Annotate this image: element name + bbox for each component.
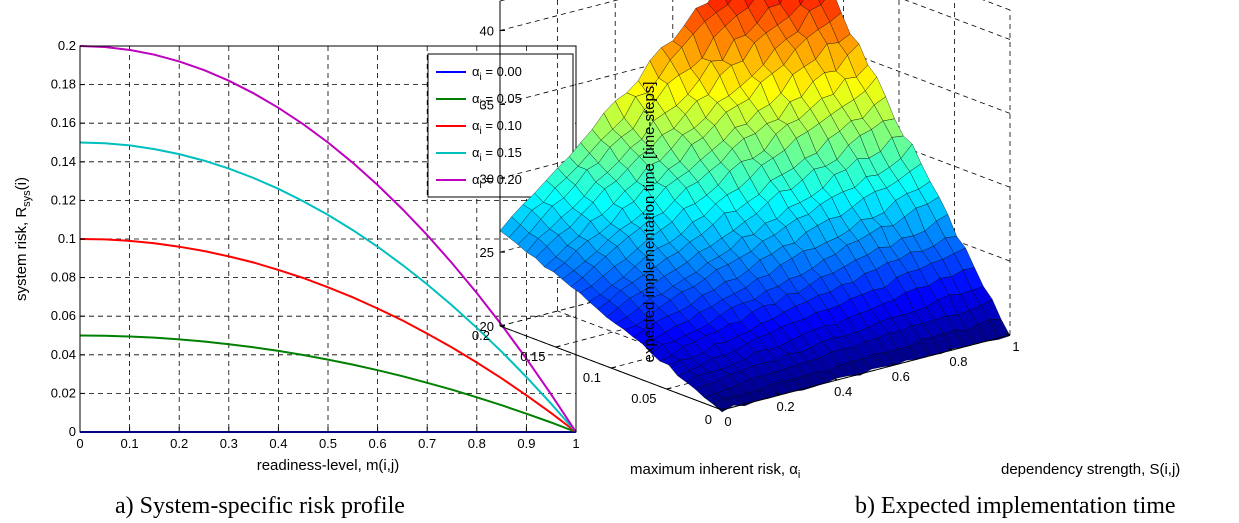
x-tick-label: 0.4 [834, 384, 852, 399]
x-axis-label: readiness-level, m(i,j) [257, 457, 400, 474]
y-tick-label: 0.14 [51, 154, 76, 169]
x-tick-mark [948, 347, 953, 351]
surface-patch [818, 0, 825, 6]
x-tick-label: 0.8 [949, 354, 967, 369]
x-tick-label: 0.8 [468, 436, 486, 451]
z-tick-label: 40 [480, 24, 494, 39]
risk-profile-chart: 0 0.1 0.2 0.3 0.4 0.5 0.6 0.7 0.8 0.9 1 0 0.02 0.04 0.… [13, 38, 580, 519]
legend-entry: αi = 0.20 [472, 172, 522, 191]
y-axis-label: maximum inherent risk, αi [630, 461, 800, 481]
surface-patch [725, 0, 732, 6]
y-tick-label: 0.18 [51, 77, 76, 92]
x-tick-label: 0.7 [418, 436, 436, 451]
x-tick-label: 0.6 [892, 369, 910, 384]
y-tick-label: 0.04 [51, 347, 76, 362]
x-tick-label: 0.4 [269, 436, 287, 451]
x-tick-label: 0.2 [777, 399, 795, 414]
x-tick-label: 0 [76, 436, 83, 451]
y-tick-label: 0.15 [520, 349, 545, 364]
x-tick-mark [832, 377, 838, 381]
side-wall-gridline [904, 0, 1011, 40]
z-tick-label: 20 [480, 319, 494, 334]
surface-patch [798, 0, 804, 6]
y-tick-mark [610, 366, 617, 369]
legend-entry: αi = 0.15 [472, 145, 522, 164]
x-axis-label: dependency strength, S(i,j) [1001, 461, 1180, 478]
z-tick-label: 30 [480, 171, 494, 186]
z-tick-label: 25 [480, 245, 494, 260]
x-tick-mark [890, 362, 896, 366]
caption-a: a) System-specific risk profile [115, 493, 405, 519]
legend-entry: αi = 0.00 [472, 64, 522, 83]
y-tick-label: 0 [69, 424, 76, 439]
legend-entry: αi = 0.10 [472, 118, 522, 137]
x-tick-label: 0.3 [220, 436, 238, 451]
y-tick-label: 0 [705, 412, 712, 427]
y-tick-label: 0.02 [51, 385, 76, 400]
y-tick-label: 0.05 [631, 391, 656, 406]
y-tick-label: 0.1 [58, 231, 76, 246]
series-line-2 [79, 238, 577, 433]
x-tick-label: 0.5 [319, 436, 337, 451]
implementation-time-chart: 00.20.40.60.8100.050.10.150.22025303540 … [472, 0, 1180, 519]
x-tick-label: 0 [724, 414, 731, 429]
y-tick-label: 0.08 [51, 270, 76, 285]
y-tick-mark [666, 387, 672, 390]
x-tick-mark [717, 407, 723, 411]
y-tick-label: 0.2 [472, 328, 490, 343]
x-tick-mark [775, 392, 780, 396]
y-tick-mark [721, 408, 728, 411]
z-tick-label: 35 [480, 97, 494, 112]
series-line-3 [79, 141, 577, 433]
x-tick-label: 0.6 [369, 436, 387, 451]
legend-entry: αi = 0.05 [472, 91, 522, 110]
y-tick-mark [555, 345, 561, 348]
back-wall-gridline [499, 0, 619, 31]
x-tick-label: 0.2 [170, 436, 188, 451]
series-line-4 [79, 45, 577, 433]
x-tick-mark [1005, 332, 1011, 336]
y-tick-label: 0.1 [583, 370, 601, 385]
x-tick-label: 1 [1012, 339, 1019, 354]
x-tick-label: 0.9 [517, 436, 535, 451]
surface-patch [744, 0, 754, 8]
x-axis-line [721, 334, 1011, 411]
y-tick-label: 0.2 [58, 38, 76, 53]
x-tick-label: 1 [572, 436, 579, 451]
side-wall-gridline [787, 29, 1011, 114]
y-axis-label: system risk, Rsys(i) [13, 177, 33, 301]
surface-patch [778, 0, 783, 5]
x-tick-label: 0.1 [121, 436, 139, 451]
series-line-1 [79, 334, 577, 433]
y-tick-label: 0.12 [51, 192, 76, 207]
caption-b: b) Expected implementation time [855, 493, 1176, 519]
y-tick-label: 0.16 [51, 115, 76, 130]
back-wall-gridline [499, 29, 789, 105]
y-tick-label: 0.06 [51, 308, 76, 323]
z-axis-label: expected implementation time [time-steps… [641, 82, 658, 363]
